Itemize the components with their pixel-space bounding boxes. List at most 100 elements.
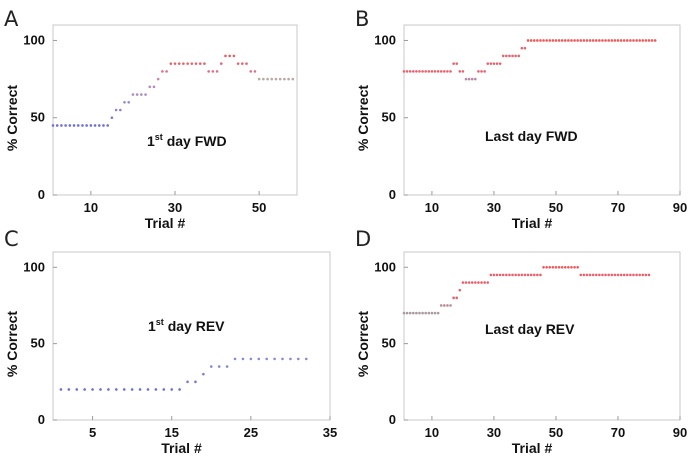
- data-point: [135, 93, 139, 96]
- data-point: [567, 39, 570, 42]
- y-tick-label: 0: [38, 412, 45, 427]
- data-point: [604, 39, 607, 42]
- x-tick-label: 5: [89, 425, 96, 440]
- data-point: [554, 39, 558, 42]
- y-tick-label: 0: [389, 187, 396, 202]
- chart-panel-c: C 0 50 100 5 15 25 35 Trial # % Correct 1st day RE…: [4, 227, 337, 456]
- x-tick-label: 10: [84, 200, 98, 215]
- data-point: [498, 273, 502, 277]
- data-point: [59, 388, 63, 391]
- data-point: [632, 39, 635, 42]
- data-point: [551, 39, 555, 42]
- data-point: [461, 70, 465, 73]
- data-point: [585, 39, 589, 42]
- data-point: [477, 281, 480, 284]
- y-tick-label: 50: [31, 336, 45, 351]
- data-point: [97, 124, 101, 127]
- data-point: [415, 311, 418, 315]
- data-point: [273, 357, 276, 361]
- data-point: [186, 380, 189, 384]
- data-point: [495, 62, 499, 65]
- data-point: [115, 388, 118, 391]
- x-tick-label: 30: [487, 425, 501, 440]
- x-tick-label: 35: [323, 425, 337, 440]
- data-point: [557, 265, 561, 269]
- data-point: [194, 380, 197, 384]
- data-point: [436, 70, 440, 73]
- data-point: [161, 70, 164, 73]
- data-point: [262, 77, 265, 81]
- data-point: [501, 273, 505, 277]
- data-point: [257, 77, 261, 81]
- data-point: [122, 388, 126, 391]
- data-point: [622, 39, 626, 42]
- data-point: [480, 70, 483, 73]
- data-point: [452, 296, 455, 300]
- data-point: [446, 304, 449, 307]
- data-point: [635, 39, 638, 42]
- data-point: [570, 39, 573, 42]
- data-point: [511, 273, 514, 277]
- y-axis-label: % Correct: [355, 85, 371, 151]
- data-point: [430, 70, 434, 73]
- data-point: [480, 281, 483, 284]
- data-point: [107, 388, 110, 391]
- data-point: [632, 273, 635, 277]
- data-point: [418, 311, 421, 315]
- panel-annotation: 1st day REV: [148, 317, 225, 334]
- chart-panel-d: D 0 50 100 10 30 50 70 90 Trial # % Correct Last da…: [355, 227, 687, 456]
- data-point: [514, 273, 517, 277]
- data-point: [287, 77, 290, 81]
- data-point: [154, 388, 158, 391]
- data-point: [641, 273, 645, 277]
- data-point: [140, 93, 143, 96]
- y-tick-label: 100: [23, 259, 45, 274]
- x-tick-label: 50: [549, 200, 563, 215]
- data-point: [588, 273, 592, 277]
- data-point: [249, 70, 253, 73]
- data-point: [563, 39, 567, 42]
- y-tick-label: 50: [31, 110, 45, 125]
- data-point: [83, 388, 86, 391]
- data-point: [545, 265, 548, 269]
- data-point: [539, 39, 542, 42]
- data-point: [99, 388, 102, 391]
- data-point: [529, 39, 533, 42]
- data-point: [152, 85, 156, 89]
- chart-panel-a: A 0 50 100 10 30 50 Trial # % Correct 1st day FWD: [4, 7, 298, 231]
- data-point: [198, 62, 202, 65]
- data-point: [619, 273, 623, 277]
- data-point: [402, 311, 406, 315]
- data-point: [281, 357, 284, 361]
- panel-annotation: Last day FWD: [485, 128, 578, 144]
- data-point: [498, 62, 502, 65]
- data-point: [439, 304, 443, 307]
- panel-letter: C: [4, 227, 19, 251]
- data-point: [455, 296, 459, 300]
- data-point: [576, 265, 579, 269]
- data-point: [106, 124, 109, 127]
- data-point: [424, 311, 428, 315]
- y-axis-label: % Correct: [355, 311, 371, 377]
- x-tick-label: 10: [425, 200, 439, 215]
- data-point: [202, 372, 205, 376]
- data-point: [436, 311, 440, 315]
- data-point: [127, 100, 131, 104]
- panel-letter: A: [4, 7, 19, 31]
- y-tick-label: 0: [38, 187, 45, 202]
- data-point: [130, 388, 134, 391]
- x-tick-label: 30: [168, 200, 182, 215]
- x-axis-label: Trial #: [161, 440, 202, 456]
- data-point: [532, 273, 536, 277]
- data-point: [520, 273, 524, 277]
- data-point: [601, 39, 604, 42]
- data-point: [557, 39, 561, 42]
- data-point: [570, 265, 573, 269]
- data-point: [591, 39, 595, 42]
- data-point: [505, 54, 508, 58]
- data-point: [424, 70, 428, 73]
- data-point: [114, 108, 118, 112]
- data-point: [233, 357, 237, 361]
- data-point: [542, 265, 545, 269]
